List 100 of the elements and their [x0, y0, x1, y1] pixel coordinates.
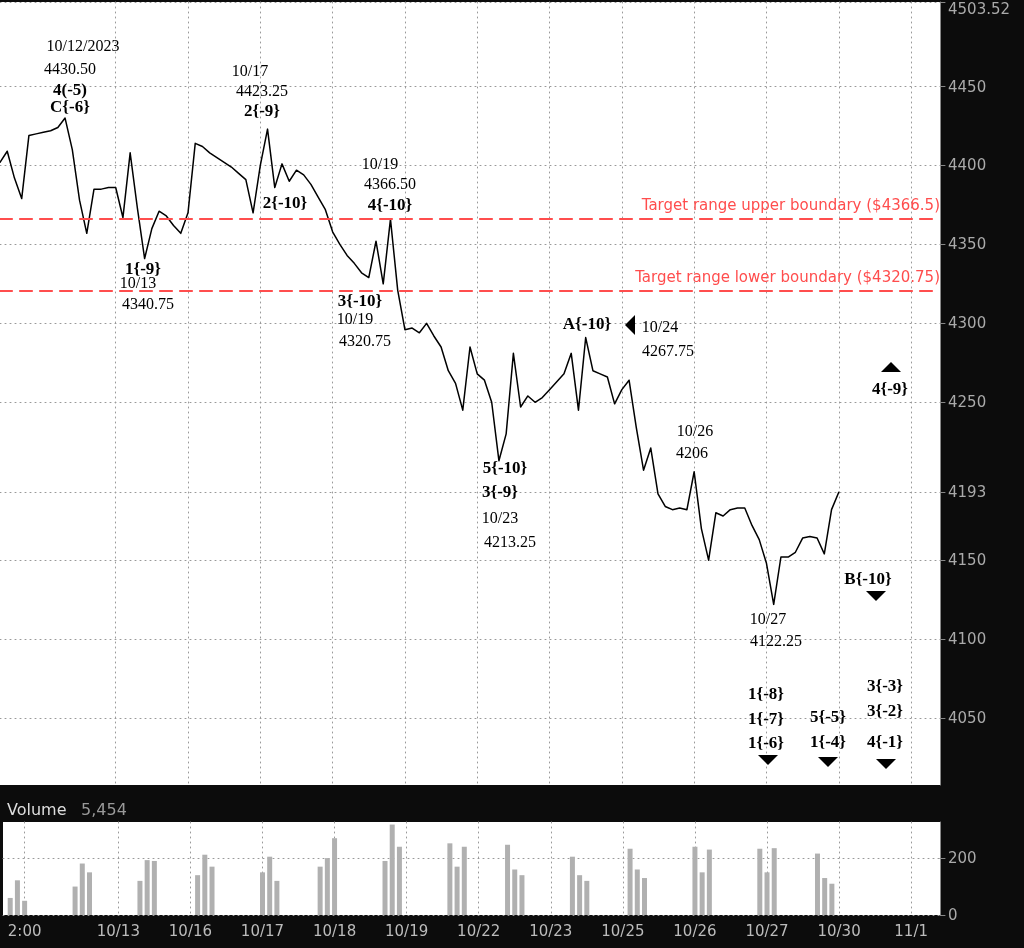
annotation: 1{-6} [747, 732, 785, 752]
bar [771, 848, 777, 915]
annotation: 4430.50 [44, 59, 96, 77]
bar [195, 875, 201, 915]
annotation: 10/19 [336, 309, 374, 327]
annotation: 1{-8} [747, 683, 785, 703]
annotation: 10/26 [676, 421, 714, 439]
chart-subtitle: 5,454 [81, 799, 127, 819]
annotation: 4122.25 [750, 631, 802, 649]
y-tick-label: 4350 [948, 235, 987, 254]
x-tick-label: 10/25 [601, 921, 645, 940]
bar [79, 863, 85, 915]
bar [822, 878, 828, 915]
bar [634, 869, 640, 915]
annotation: 1{-7} [747, 708, 785, 728]
ref-line-label: Target range lower boundary ($4320.75) [634, 268, 940, 287]
bar [72, 886, 78, 915]
y-tick-label: 4193 [948, 483, 987, 502]
bar [519, 875, 525, 915]
x-tick-label: 10/19 [385, 921, 429, 940]
annotation: 3{-3} [866, 675, 904, 695]
bar [382, 860, 388, 915]
x-tick-label: 10/30 [817, 921, 861, 940]
bar [389, 824, 395, 915]
y-tick-label: 4450 [948, 77, 987, 96]
annotation: A{-10} [562, 313, 612, 333]
x-tick-label: 10/26 [673, 921, 717, 940]
bar [569, 856, 575, 915]
x-tick-label: 2:00 [7, 921, 42, 940]
annotation: B{-10} [844, 568, 892, 588]
bar [86, 872, 92, 915]
bar [757, 848, 763, 915]
y-tick-label: 4503.52 [948, 0, 1011, 18]
bar [137, 880, 143, 915]
y-tick-label: 0 [948, 906, 958, 924]
bar [447, 843, 453, 915]
annotation: 5{-10} [482, 457, 528, 477]
ref-line-label: Target range upper boundary ($4366.5) [640, 195, 940, 214]
annotation: 4320.75 [339, 331, 391, 349]
bar [267, 856, 273, 915]
bar [454, 866, 460, 915]
bar [259, 872, 265, 915]
bar [274, 880, 280, 915]
bar [764, 872, 770, 915]
bar [699, 872, 705, 915]
annotation: 4{-1} [866, 731, 904, 751]
bar [461, 846, 467, 915]
x-tick-label: 10/17 [240, 921, 285, 940]
bar [641, 878, 647, 915]
bar [317, 866, 323, 915]
annotation: 10/23 [481, 508, 519, 526]
x-tick-label: 10/16 [168, 921, 213, 940]
chart-title: Volume [7, 799, 67, 819]
x-tick-label: 10/22 [457, 921, 501, 940]
bar [505, 844, 511, 915]
annotation: 4{-9} [871, 378, 909, 398]
annotation: 2{-10} [262, 192, 308, 212]
annotation: 5{-5} [809, 706, 847, 726]
y-tick-label: 200 [948, 849, 977, 868]
annotation: 4267.75 [642, 341, 694, 359]
bar [332, 838, 338, 915]
y-tick-label: 4300 [948, 314, 987, 333]
annotation: 4423.25 [236, 81, 288, 99]
annotation: 4(-5) [53, 79, 87, 99]
annotation: 1{-4} [809, 731, 847, 751]
x-tick-label: 10/23 [529, 921, 573, 940]
annotation: 4340.75 [122, 294, 174, 312]
y-tick-label: 4050 [948, 709, 987, 728]
y-tick-label: 4150 [948, 551, 987, 570]
annotation: 4206 [676, 443, 708, 461]
bar [209, 866, 215, 915]
bar [692, 846, 698, 915]
annotation: 10/19 [361, 154, 399, 172]
annotation: 4213.25 [484, 532, 536, 550]
annotation: 3{-10} [337, 290, 383, 310]
annotation: 10/12/2023 [46, 36, 120, 54]
annotation: 4366.50 [364, 174, 416, 192]
bar [706, 849, 712, 915]
bar [814, 853, 820, 915]
bar [7, 897, 13, 915]
bar [144, 860, 150, 915]
bar [202, 854, 208, 915]
bar [151, 860, 157, 915]
bar [22, 900, 28, 915]
bar [577, 875, 583, 915]
annotation: 4{-10} [367, 194, 413, 214]
bar [14, 880, 20, 915]
annotation: 3{-9} [481, 481, 519, 501]
x-tick-label: 10/27 [745, 921, 789, 940]
annotation: 10/27 [749, 609, 787, 627]
bar [627, 848, 633, 915]
bar [324, 858, 330, 915]
y-tick-label: 4100 [948, 630, 987, 649]
annotation: 3{-2} [866, 700, 904, 720]
annotation: 10/24 [641, 317, 679, 335]
annotation: 1{-9} [124, 258, 162, 278]
x-tick-label: 10/13 [96, 921, 140, 940]
y-tick-label: 4250 [948, 393, 987, 412]
annotation: 10/17 [231, 61, 269, 79]
x-tick-label: 11/1 [894, 921, 929, 940]
